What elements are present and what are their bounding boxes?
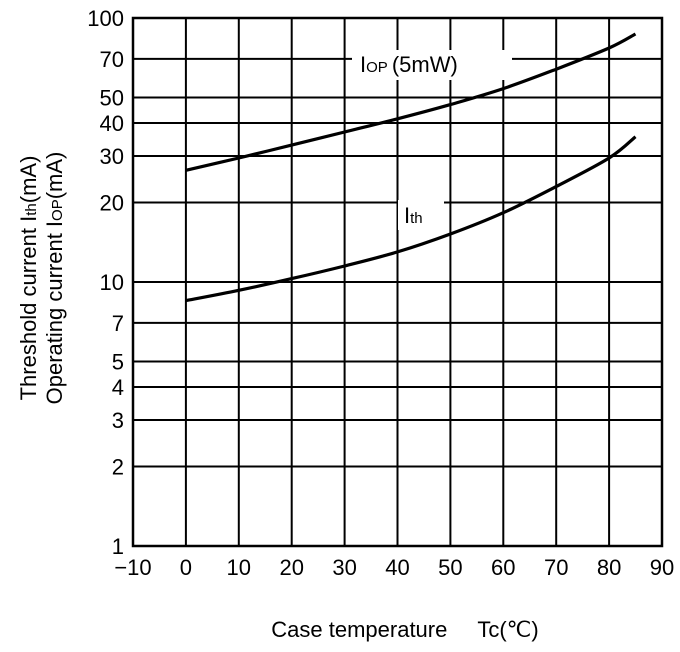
y-tick-label: 3 (112, 408, 124, 433)
y-tick-label: 100 (87, 6, 124, 31)
y-axis-title-threshold: Threshold current Ith(mA) (16, 156, 41, 401)
y-tick-label: 4 (112, 375, 124, 400)
x-tick-label: −10 (114, 555, 151, 580)
y-tick-label: 10 (100, 270, 124, 295)
y-axis-title-operating: Operating current IOP(mA) (42, 152, 67, 405)
x-tick-label: 50 (438, 555, 462, 580)
x-tick-label: 30 (332, 555, 356, 580)
x-tick-label: 40 (385, 555, 409, 580)
ith-curve (185, 135, 637, 303)
x-axis-title: Case temperature Tc(℃) (271, 617, 538, 642)
y-tick-label: 1 (112, 534, 124, 559)
x-tick-label: 10 (227, 555, 251, 580)
text-layer: −10 0 10 20 30 40 50 60 70 80 90123457102030405070… (16, 6, 674, 642)
series-label-background (352, 50, 512, 80)
ith-series-label: Ith (404, 203, 423, 228)
y-tick-label: 70 (100, 47, 124, 72)
x-tick-label: 20 (279, 555, 303, 580)
y-tick-label: 40 (100, 111, 124, 136)
iop-series-label: IOP (5mW) (360, 52, 458, 77)
plot-frame (131, 16, 664, 548)
iop-curve (185, 32, 637, 172)
y-tick-label: 2 (112, 455, 124, 480)
x-tick-label: 90 (650, 555, 674, 580)
y-tick-label: 30 (100, 144, 124, 169)
x-tick-label: 80 (597, 555, 621, 580)
x-tick-label: 60 (491, 555, 515, 580)
x-tick-label: 0 (180, 555, 192, 580)
series-label-background (398, 200, 444, 230)
y-tick-label: 7 (112, 311, 124, 336)
x-tick-label: 70 (544, 555, 568, 580)
y-tick-label: 50 (100, 85, 124, 110)
grid-layer (131, 16, 664, 548)
y-tick-label: 20 (100, 191, 124, 216)
curve-layer (185, 32, 637, 303)
y-tick-label: 5 (112, 349, 124, 374)
